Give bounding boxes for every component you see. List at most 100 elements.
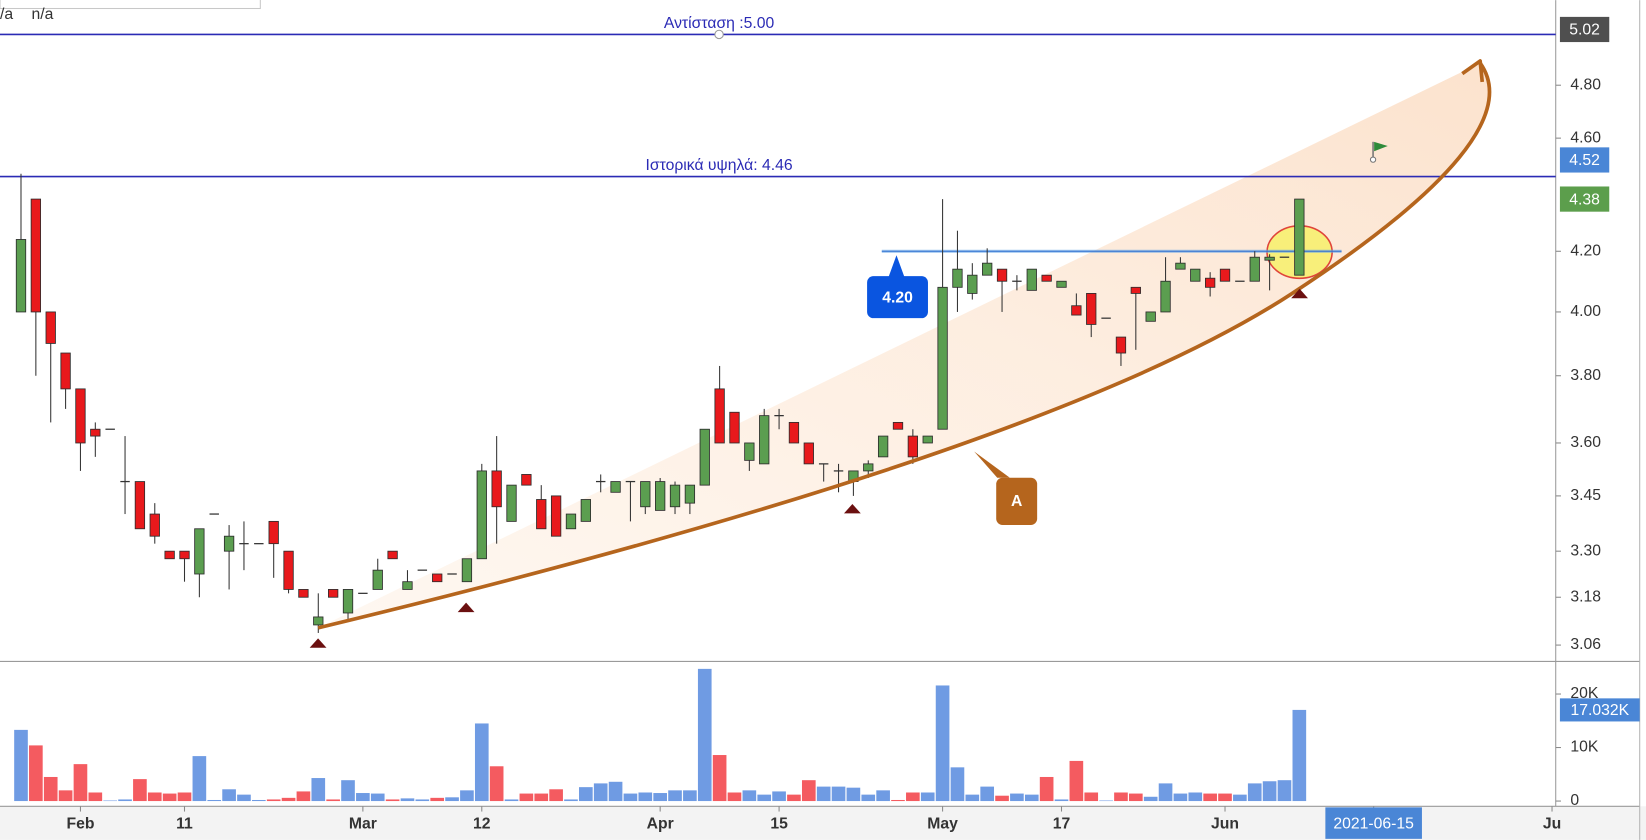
candle-body xyxy=(134,481,146,530)
volume-bar xyxy=(772,791,786,802)
candle-body xyxy=(877,435,889,458)
volume-box-label: 17.032K xyxy=(1570,702,1629,719)
volume-bar xyxy=(385,799,400,802)
price-box xyxy=(1559,186,1610,212)
candle-body xyxy=(194,528,205,575)
candle-body xyxy=(803,442,814,465)
volume-bar xyxy=(579,787,593,802)
candle-body xyxy=(580,499,591,522)
candle-body xyxy=(1190,268,1201,282)
candle-body xyxy=(432,573,443,583)
volume-bar xyxy=(876,790,890,802)
candle-body xyxy=(506,484,517,522)
volume-bar xyxy=(861,794,876,802)
candle-body xyxy=(60,352,71,390)
candle-body xyxy=(922,435,933,444)
volume-bar xyxy=(103,800,118,802)
volume-bar xyxy=(920,792,935,802)
volume-bar xyxy=(787,794,801,802)
candle-body xyxy=(1175,262,1186,270)
volume-bar xyxy=(980,786,995,802)
candle-body xyxy=(179,550,190,560)
volume-bar xyxy=(801,780,816,802)
volume-bar xyxy=(207,799,222,802)
volume-bar xyxy=(356,793,370,802)
candle-body xyxy=(476,470,487,560)
volume-bar xyxy=(14,729,28,802)
x-tick-label: 12 xyxy=(473,815,491,832)
volume-bar xyxy=(43,776,58,802)
volume-bar xyxy=(266,799,281,802)
y-tick-label: 3.30 xyxy=(1570,542,1601,559)
candle-body xyxy=(1056,280,1067,288)
date-highlight-box xyxy=(1325,807,1422,839)
volume-bar xyxy=(712,755,727,802)
volume-tick-label: 0 xyxy=(1570,792,1579,809)
candle-body xyxy=(75,388,86,444)
candle-body xyxy=(1145,311,1156,322)
candle-body xyxy=(268,520,279,545)
volume-bar xyxy=(1129,793,1143,802)
legend-text: /a xyxy=(0,6,13,23)
candle-body xyxy=(1249,256,1260,282)
volume-bar xyxy=(623,793,638,802)
candle-body xyxy=(491,470,502,508)
x-tick-label: Ju xyxy=(1543,815,1561,832)
volume-bar xyxy=(1143,796,1158,802)
line-handle xyxy=(714,29,724,40)
candle-body xyxy=(536,499,547,530)
candle-body xyxy=(90,428,101,437)
volume-bar xyxy=(296,791,311,802)
volume-bar xyxy=(891,799,905,802)
volume-bar xyxy=(683,790,697,802)
volume-bar xyxy=(1099,800,1113,802)
volume-bar xyxy=(935,685,950,802)
candle-body xyxy=(372,569,383,590)
volume-bar xyxy=(1218,793,1232,802)
x-tick-label: Mar xyxy=(349,815,377,832)
volume-bar xyxy=(326,799,340,802)
volume-bar xyxy=(549,789,563,802)
volume-bar xyxy=(1247,783,1262,802)
candle-body xyxy=(15,239,27,313)
x-tick-label: Jun xyxy=(1211,815,1239,832)
callout-text: A xyxy=(1011,493,1022,510)
y-tick-label: 3.06 xyxy=(1570,636,1601,653)
volume-bar xyxy=(950,767,965,802)
candle-body xyxy=(1026,268,1037,291)
candle-body xyxy=(669,484,681,508)
candle-body xyxy=(283,550,294,590)
candle-body xyxy=(342,589,354,614)
candle-body xyxy=(1130,286,1141,294)
volume-bar xyxy=(1010,793,1024,802)
candle-body xyxy=(684,484,696,504)
legend-text: n/a xyxy=(31,6,53,23)
volume-bar xyxy=(1262,781,1277,802)
volume-bar xyxy=(504,799,519,802)
candle-body xyxy=(223,535,235,552)
trend-arrowhead xyxy=(1461,59,1485,83)
y-tick-label: 3.45 xyxy=(1570,487,1601,504)
x-tick-label: 17 xyxy=(1053,815,1071,832)
candle-body xyxy=(967,274,978,294)
candle-body xyxy=(759,415,770,465)
volume-bar xyxy=(281,797,296,802)
y-tick-label: 4.00 xyxy=(1570,303,1601,320)
volume-box xyxy=(1559,698,1640,722)
volume-bar xyxy=(638,792,653,802)
candle-body xyxy=(1115,336,1127,354)
volume-bar xyxy=(192,756,207,802)
x-tick-label: May xyxy=(927,815,958,832)
volume-bar xyxy=(29,745,43,802)
volume-bar xyxy=(162,793,177,802)
volume-bar xyxy=(445,797,459,802)
volume-bar xyxy=(252,799,266,802)
volume-bar xyxy=(757,794,772,802)
candle-body xyxy=(952,268,963,288)
volume-bar xyxy=(1188,792,1203,802)
volume-bar xyxy=(474,723,489,802)
level-callout-pointer xyxy=(888,255,905,279)
level-callout-text: 4.20 xyxy=(882,289,913,306)
candle-body xyxy=(610,481,621,493)
